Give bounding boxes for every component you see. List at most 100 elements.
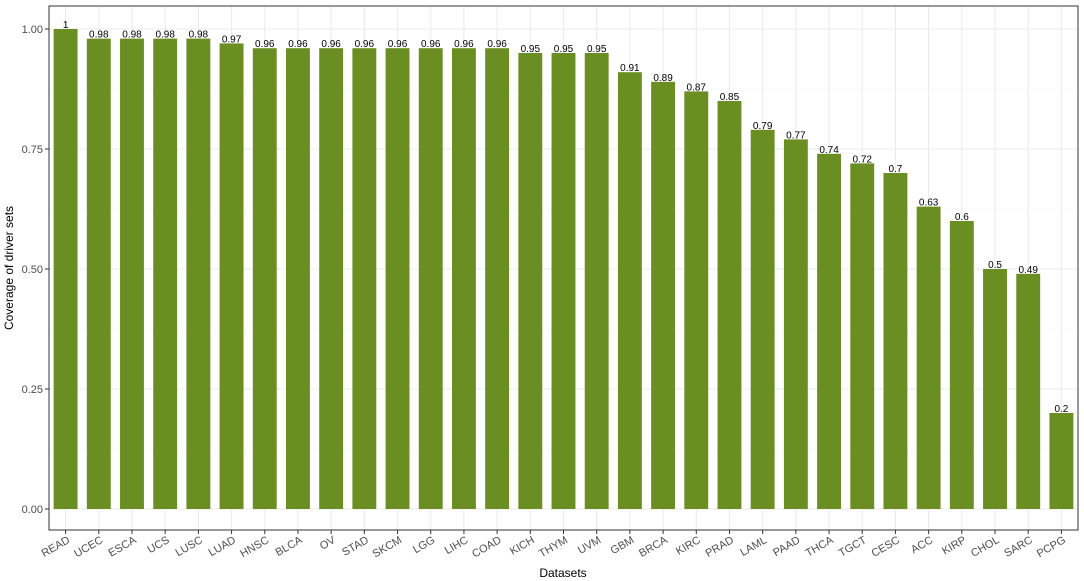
bar-kirc	[684, 91, 709, 510]
x-tick-label-uvm: UVM	[576, 534, 603, 557]
data-label-sarc: 0.49	[1018, 265, 1038, 276]
bar-prad	[717, 101, 742, 509]
bar-ov	[319, 48, 344, 509]
data-label-ucs: 0.98	[155, 30, 175, 41]
bar-coad	[485, 48, 510, 509]
bars	[53, 29, 1074, 510]
x-tick-label-lihc: LIHC	[443, 534, 471, 557]
bar-blca	[286, 48, 310, 509]
y-tick-label: 0.75	[22, 144, 43, 156]
x-tick-label-thca: THCA	[804, 534, 837, 560]
x-tick-label-hnsc: HNSC	[238, 534, 271, 560]
data-label-kirp: 0.6	[955, 212, 969, 223]
data-label-thca: 0.74	[819, 145, 839, 156]
y-tick-label: 0.25	[22, 384, 43, 396]
bar-ucec	[86, 38, 111, 509]
data-label-hnsc: 0.96	[255, 39, 275, 50]
data-label-prad: 0.85	[720, 92, 740, 103]
x-tick-label-pcpg: PCPG	[1035, 534, 1068, 560]
bar-kirp	[949, 221, 974, 509]
bar-uvm	[584, 53, 609, 509]
data-label-lihc: 0.96	[454, 39, 474, 50]
x-tick-label-chol: CHOL	[969, 534, 1001, 560]
data-label-lusc: 0.98	[189, 30, 209, 41]
x-tick-label-kirc: KIRC	[674, 534, 703, 558]
x-tick-label-ucs: UCS	[146, 534, 172, 556]
bar-read	[53, 29, 78, 509]
data-label-uvm: 0.95	[587, 44, 607, 55]
bar-lgg	[418, 48, 443, 509]
data-label-lgg: 0.96	[421, 39, 441, 50]
bar-pcpg	[1049, 413, 1074, 509]
bar-cesc	[883, 173, 908, 509]
plot-border	[48, 5, 1079, 531]
bar-acc	[916, 206, 941, 509]
x-tick-label-ucec: UCEC	[72, 534, 105, 560]
x-tick-label-blca: BLCA	[274, 534, 305, 559]
bar-kich	[518, 53, 543, 509]
data-label-laml: 0.79	[753, 121, 773, 132]
bar-stad	[352, 48, 377, 509]
data-label-kirc: 0.87	[687, 82, 707, 93]
bar-brca	[651, 81, 676, 510]
x-tick-label-sarc: SARC	[1002, 534, 1035, 560]
x-tick-label-prad: PRAD	[703, 534, 736, 560]
bar-ucs	[153, 38, 178, 509]
bar-paad	[783, 139, 808, 509]
x-tick-label-paad: PAAD	[771, 534, 802, 559]
data-label-skcm: 0.96	[388, 39, 408, 50]
data-label-ucec: 0.98	[89, 30, 109, 41]
data-label-paad: 0.77	[786, 130, 806, 141]
data-label-ov: 0.96	[321, 39, 341, 50]
x-axis: READ UCEC ESCA UCS LUSC LUAD HNSC BLCA OV STAD SKC…	[40, 530, 1068, 560]
y-axis-title: Coverage of driver sets	[2, 206, 16, 330]
x-tick-label-lgg: LGG	[411, 534, 437, 556]
x-tick-label-esca: ESCA	[107, 534, 140, 560]
bar-sarc	[1016, 273, 1041, 509]
x-tick-label-lusc: LUSC	[173, 534, 204, 559]
bar-hnsc	[252, 48, 277, 509]
y-tick-label: 0.00	[22, 504, 43, 516]
x-tick-label-gbm: GBM	[609, 534, 637, 557]
data-label-pcpg: 0.2	[1054, 404, 1068, 415]
data-label-gbm: 0.91	[620, 63, 640, 74]
data-label-blca: 0.96	[288, 39, 308, 50]
data-label-acc: 0.63	[919, 198, 939, 209]
y-tick-label: 1.00	[22, 24, 43, 36]
bar-tgct	[850, 163, 875, 509]
data-label-stad: 0.96	[355, 39, 375, 50]
bar-esca	[120, 38, 144, 509]
bar-luad	[219, 43, 244, 510]
x-tick-label-cesc: CESC	[869, 534, 902, 560]
x-tick-label-thym: THYM	[537, 534, 570, 560]
y-axis: 0.00 0.25 0.50 0.75 1.00	[22, 24, 49, 516]
x-tick-label-laml: LAML	[738, 534, 769, 559]
bar-laml	[750, 129, 775, 510]
data-label-cesc: 0.7	[888, 164, 902, 175]
data-label-brca: 0.89	[653, 73, 673, 84]
bar-chol	[983, 269, 1007, 509]
bar-skcm	[385, 48, 410, 509]
data-label-kich: 0.95	[521, 44, 541, 55]
y-tick-label: 0.50	[22, 264, 43, 276]
data-label-esca: 0.98	[122, 30, 142, 41]
data-label-tgct: 0.72	[853, 154, 873, 165]
bar-lihc	[451, 48, 476, 509]
data-label-thym: 0.95	[554, 44, 574, 55]
x-axis-title: Datasets	[539, 566, 586, 580]
x-tick-label-brca: BRCA	[637, 534, 670, 560]
bar-gbm	[617, 72, 642, 509]
bar-lusc	[186, 38, 211, 509]
bar-thym	[551, 53, 576, 509]
x-tick-label-read: READ	[40, 534, 73, 560]
x-tick-label-coad: COAD	[470, 534, 504, 560]
x-tick-label-stad: STAD	[340, 534, 371, 559]
data-labels: 1 0.98 0.98 0.98 0.98 0.97 0.96 0.96 0.96 0.96 0.9…	[63, 20, 1069, 415]
x-tick-label-acc: ACC	[909, 534, 935, 556]
data-label-luad: 0.97	[222, 34, 242, 45]
data-label-chol: 0.5	[988, 260, 1002, 271]
x-tick-label-skcm: SKCM	[371, 534, 405, 560]
x-tick-label-luad: LUAD	[207, 534, 238, 559]
